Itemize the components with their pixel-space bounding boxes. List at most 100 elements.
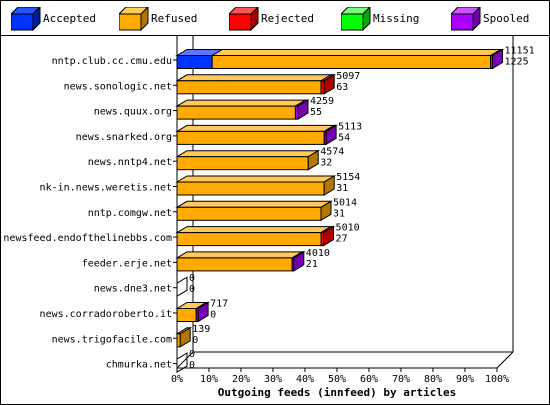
x-tick-label: 20% xyxy=(232,374,250,385)
bar-segment-side xyxy=(492,48,504,70)
value-label-primary: 5154 xyxy=(336,172,360,183)
legend-swatch-rejected xyxy=(229,7,259,31)
category-label: chmurka.net xyxy=(106,360,172,371)
value-label-secondary: 31 xyxy=(336,183,348,194)
bar-segment xyxy=(176,232,322,247)
x-tick-label: 50% xyxy=(328,374,346,385)
bar-segment-side xyxy=(323,225,335,247)
bar-chart: 0% 10% 20% 30% 40% 50% 60% 70% 80% 90% 100% Outgoin… xyxy=(3,36,535,399)
legend-swatch-spooled xyxy=(451,7,481,31)
bar-segment-side xyxy=(323,73,335,95)
legend-label-accepted: Accepted xyxy=(43,12,96,25)
category-label: nntp.comgw.net xyxy=(88,208,172,219)
value-label-primary: 0 xyxy=(189,273,195,284)
value-label-primary: 5113 xyxy=(338,121,362,132)
legend-label-rejected: Rejected xyxy=(261,12,314,25)
value-label-secondary: 21 xyxy=(306,259,318,270)
x-tick-label: 10% xyxy=(200,374,218,385)
legend-label-spooled: Spooled xyxy=(483,12,530,25)
x-tick-label: 80% xyxy=(424,374,442,385)
category-label: news.trigofacile.com xyxy=(52,334,172,345)
legend-label-missing: Missing xyxy=(373,12,420,25)
bar-segment-side xyxy=(179,326,191,348)
value-label-secondary: 0 xyxy=(189,284,195,295)
legend-swatch-refused xyxy=(119,7,149,31)
value-label-secondary: 0 xyxy=(189,360,195,371)
chart-area: 0% 10% 20% 30% 40% 50% 60% 70% 80% 90% 100% Outgoin… xyxy=(0,36,550,405)
value-label-primary: 4010 xyxy=(306,248,330,259)
bar-segment-top xyxy=(175,150,321,158)
bar-segment-side xyxy=(297,99,309,120)
value-label-primary: 4259 xyxy=(310,96,334,107)
category-label: news.nntp4.net xyxy=(88,157,172,168)
bar-segment-top xyxy=(210,49,503,56)
category-label: nntp.club.cc.cmu.edu xyxy=(52,56,172,67)
value-label-primary: 11151 xyxy=(505,46,535,57)
bar-segment xyxy=(176,80,322,95)
category-label: feeder.erje.net xyxy=(82,258,172,269)
bar-segment-top xyxy=(175,99,308,107)
category-label: news.sonologic.net xyxy=(64,81,172,92)
x-tick-label: 90% xyxy=(456,374,474,385)
value-label-secondary: 0 xyxy=(192,335,198,346)
bar-segment-top xyxy=(175,200,333,208)
bar-segment-top xyxy=(175,251,305,259)
legend: Accepted Refused Rejected Mis xyxy=(0,0,550,36)
x-tick-label: 0% xyxy=(171,374,183,385)
bar-empty xyxy=(176,352,188,373)
bar-segment-top xyxy=(175,175,337,183)
bar-segment-side xyxy=(197,301,209,323)
value-label-secondary: 27 xyxy=(336,234,348,245)
value-label-primary: 717 xyxy=(210,299,228,310)
bar-segment-top xyxy=(175,226,333,234)
value-label-secondary: 55 xyxy=(310,107,322,118)
value-label-secondary: 1225 xyxy=(505,57,529,68)
value-label-primary: 5014 xyxy=(333,197,357,208)
value-label-secondary: 32 xyxy=(320,158,332,169)
legend-label-refused: Refused xyxy=(151,12,198,25)
bar-segment-side xyxy=(307,149,319,171)
value-label-primary: 4574 xyxy=(320,147,344,158)
category-label: news.corradoroberto.it xyxy=(40,309,172,320)
bar-segment-top xyxy=(175,74,333,82)
legend-swatch-accepted xyxy=(11,7,41,31)
x-tick-label: 60% xyxy=(360,374,378,385)
category-label: news.dne3.net xyxy=(94,284,172,295)
value-label-primary: 5097 xyxy=(336,71,360,82)
bar-segment xyxy=(176,308,197,322)
category-label: nk-in.news.weretis.net xyxy=(40,183,172,194)
value-label-secondary: 54 xyxy=(338,132,350,143)
x-tick-label: 70% xyxy=(392,374,410,385)
legend-swatch-missing xyxy=(341,7,371,31)
x-tick-label: 40% xyxy=(296,374,314,385)
bar-segment xyxy=(211,55,492,69)
bar-segment xyxy=(176,130,325,145)
bar-segment-side xyxy=(293,251,305,272)
floor-right-edge xyxy=(496,351,514,369)
value-label-primary: 139 xyxy=(192,324,210,335)
value-label-secondary: 31 xyxy=(333,208,345,219)
value-label-primary: 5010 xyxy=(336,223,360,234)
category-label: news.quux.org xyxy=(94,107,172,118)
bar-segment xyxy=(176,257,293,272)
bar-segment-side xyxy=(320,200,332,222)
bar-segment-side xyxy=(325,124,337,146)
bar-segment xyxy=(176,206,322,221)
category-label: news.snarked.org xyxy=(76,132,172,143)
value-label-secondary: 63 xyxy=(336,82,348,93)
value-label-secondary: 0 xyxy=(210,310,216,321)
category-label: newsfeed.endofthelinebbs.com xyxy=(3,233,172,244)
bar-segment xyxy=(176,105,296,120)
x-tick-label: 100% xyxy=(485,374,509,385)
value-label-primary: 0 xyxy=(189,349,195,360)
x-axis-title: Outgoing feeds (innfeed) by articles xyxy=(218,386,456,399)
floor-left-edge xyxy=(176,351,194,369)
bar-segment-side xyxy=(323,175,335,196)
bar-segment xyxy=(176,156,309,171)
bar-segment xyxy=(176,55,213,69)
bar-segment-top xyxy=(175,124,337,132)
bar-empty xyxy=(176,276,188,298)
bar-segment xyxy=(176,181,325,196)
x-tick-label: 30% xyxy=(264,374,282,385)
